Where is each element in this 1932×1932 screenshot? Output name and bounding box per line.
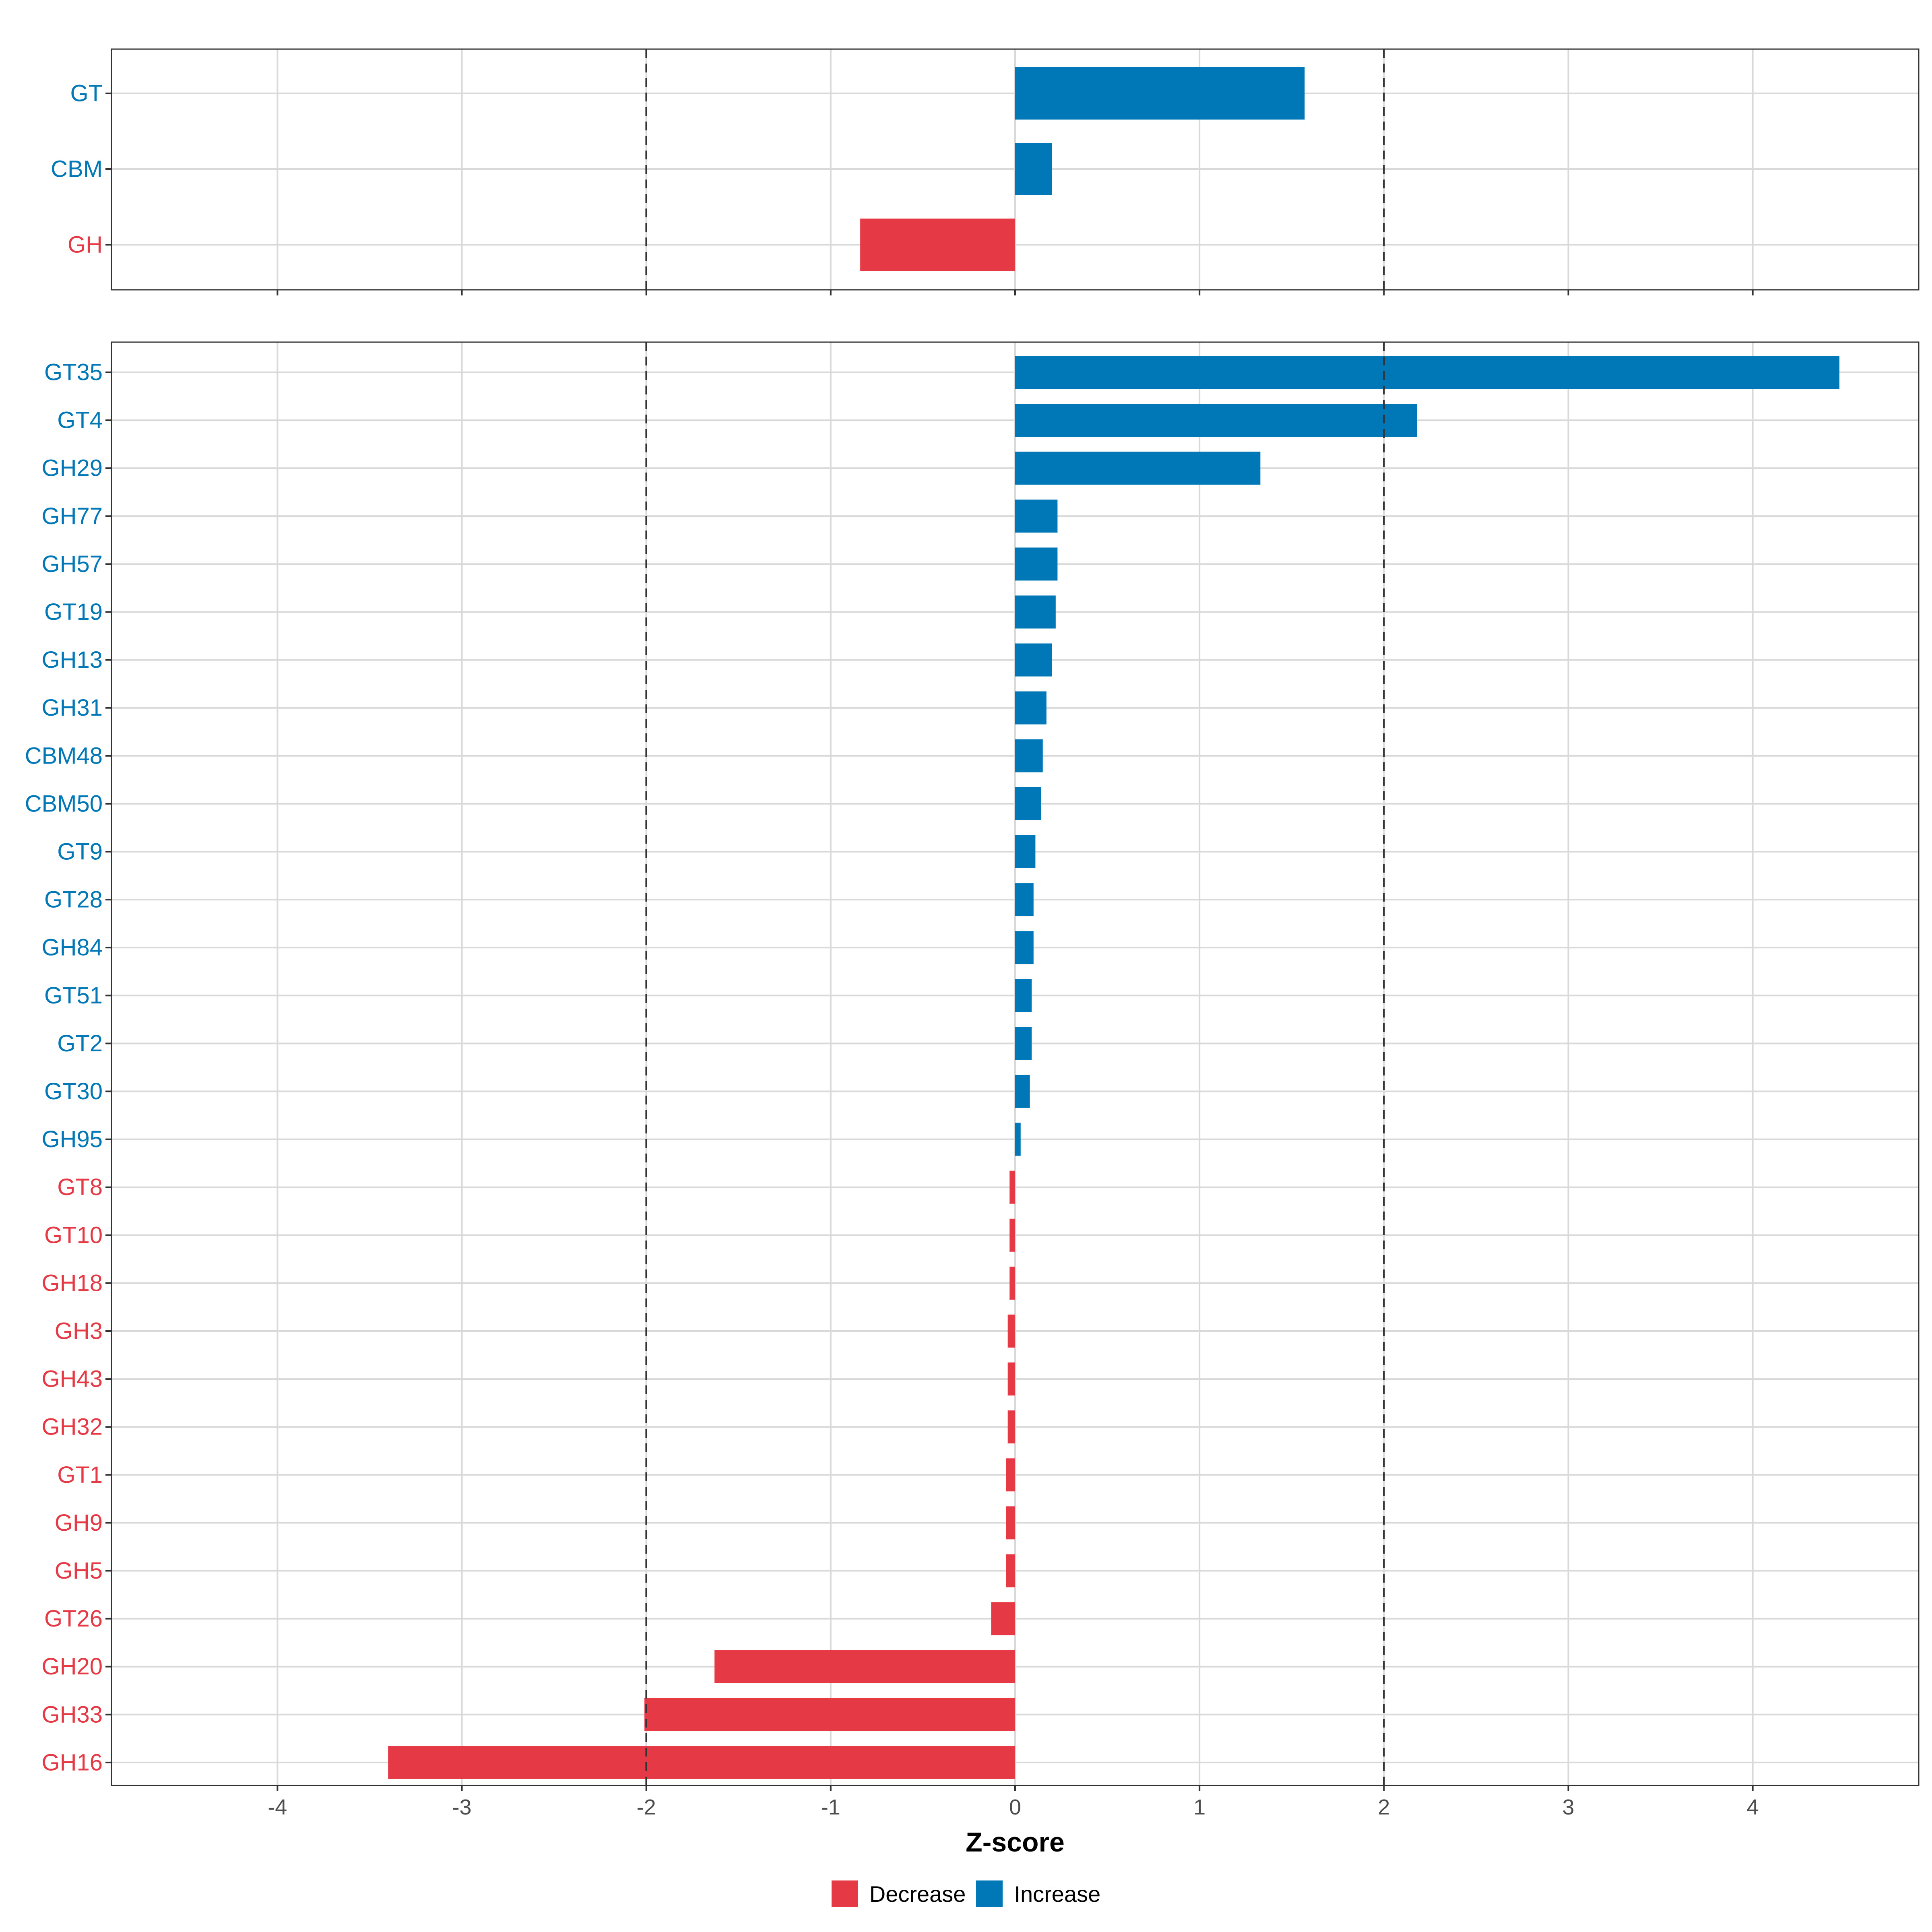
bar-gt35 — [1015, 356, 1839, 389]
bar-gh33 — [644, 1698, 1015, 1731]
bar-cbm — [1015, 143, 1052, 195]
bar-gh — [860, 219, 1015, 271]
x-tick-label: 4 — [1747, 1795, 1759, 1819]
y-label-gh29: GH29 — [41, 455, 103, 481]
y-label-gt: GT — [70, 80, 103, 107]
y-label-gt19: GT19 — [44, 599, 103, 625]
bar-gh31 — [1015, 691, 1046, 724]
bar-gh18 — [1009, 1266, 1015, 1300]
y-label-gh32: GH32 — [41, 1414, 103, 1440]
bar-gt1 — [1006, 1458, 1015, 1492]
bottom-panel: GT35 GT4 GH29 GH77 GH57 GT19 GH13 GH31 CBM48 CBM5… — [25, 341, 1920, 1786]
x-tick-label: 2 — [1378, 1795, 1390, 1819]
bar-gh20 — [714, 1650, 1015, 1683]
legend-item-decrease: Decrease — [831, 1880, 966, 1907]
y-label-gh43: GH43 — [41, 1366, 103, 1392]
bar-gh16 — [388, 1746, 1015, 1779]
y-label-gt35: GT35 — [44, 359, 103, 386]
bar-gt19 — [1015, 595, 1056, 629]
x-tick-label: 0 — [1009, 1795, 1021, 1819]
y-label-cbm: CBM — [51, 156, 103, 182]
x-tick-label: 1 — [1193, 1795, 1205, 1819]
bar-gh29 — [1015, 452, 1261, 485]
x-tick-label: -3 — [452, 1795, 472, 1819]
y-label-gh84: GH84 — [41, 935, 103, 961]
legend-item-increase: Increase — [976, 1880, 1100, 1907]
y-label-gt8: GT8 — [57, 1174, 103, 1200]
bar-gh77 — [1015, 500, 1058, 533]
y-label-gh5: GH5 — [55, 1558, 103, 1584]
y-label-gh31: GH31 — [41, 695, 103, 721]
y-label-gh33: GH33 — [41, 1701, 103, 1728]
bar-gt — [1015, 67, 1305, 120]
bar-gh3 — [1007, 1315, 1015, 1348]
bar-gh95 — [1015, 1123, 1021, 1156]
bar-cbm48 — [1015, 739, 1043, 772]
legend: Decrease Increase — [0, 1876, 1932, 1912]
bar-gt2 — [1015, 1027, 1032, 1060]
x-tick-label: 3 — [1562, 1795, 1574, 1819]
bar-gt51 — [1015, 979, 1032, 1012]
y-label-gh57: GH57 — [41, 551, 103, 577]
y-label-gt10: GT10 — [44, 1222, 103, 1248]
y-label-gt26: GT26 — [44, 1606, 103, 1632]
y-label-gt30: GT30 — [44, 1078, 103, 1104]
bar-gt28 — [1015, 883, 1034, 916]
y-label-gt9: GT9 — [57, 839, 103, 865]
bar-cbm50 — [1015, 787, 1041, 820]
bar-gh5 — [1006, 1554, 1015, 1587]
bar-gh84 — [1015, 931, 1034, 964]
y-label-gh16: GH16 — [41, 1749, 103, 1775]
y-label-cbm50: CBM50 — [25, 791, 103, 817]
bar-gh13 — [1015, 643, 1052, 677]
bar-gt8 — [1009, 1170, 1015, 1204]
bar-gt26 — [991, 1602, 1015, 1635]
bar-gt9 — [1015, 835, 1036, 868]
top-panel: GT CBM GH — [51, 48, 1920, 295]
y-label-gh77: GH77 — [41, 503, 103, 529]
bar-gt4 — [1015, 404, 1417, 437]
y-label-gh20: GH20 — [41, 1653, 103, 1680]
y-label-gt2: GT2 — [57, 1030, 103, 1057]
y-label-gt28: GT28 — [44, 887, 103, 913]
y-label-gt1: GT1 — [57, 1462, 103, 1488]
legend-key-increase — [976, 1880, 1003, 1907]
bar-gt10 — [1009, 1218, 1015, 1252]
y-label-gh95: GH95 — [41, 1126, 103, 1152]
legend-label-decrease: Decrease — [869, 1881, 966, 1907]
x-tick-label: -4 — [268, 1795, 287, 1819]
y-label-gh: GH — [68, 232, 103, 258]
y-label-gt4: GT4 — [57, 407, 103, 433]
bar-gh32 — [1007, 1410, 1015, 1444]
legend-key-decrease — [831, 1880, 858, 1907]
y-label-gh13: GH13 — [41, 647, 103, 673]
x-axis: -4 -3 -2 -1 0 1 2 3 4 — [268, 1785, 1759, 1819]
y-label-cbm48: CBM48 — [25, 743, 103, 769]
bar-gt30 — [1015, 1075, 1030, 1108]
y-label-gh9: GH9 — [55, 1510, 103, 1536]
bar-gh57 — [1015, 547, 1058, 581]
x-tick-label: -2 — [637, 1795, 656, 1819]
bar-gh43 — [1007, 1362, 1015, 1396]
x-tick-label: -1 — [821, 1795, 840, 1819]
y-label-gh18: GH18 — [41, 1270, 103, 1296]
bar-gh9 — [1006, 1506, 1015, 1540]
y-label-gt51: GT51 — [44, 983, 103, 1009]
x-axis-title: Z-score — [966, 1827, 1065, 1858]
legend-label-increase: Increase — [1014, 1881, 1101, 1907]
y-label-gh3: GH3 — [55, 1318, 103, 1344]
